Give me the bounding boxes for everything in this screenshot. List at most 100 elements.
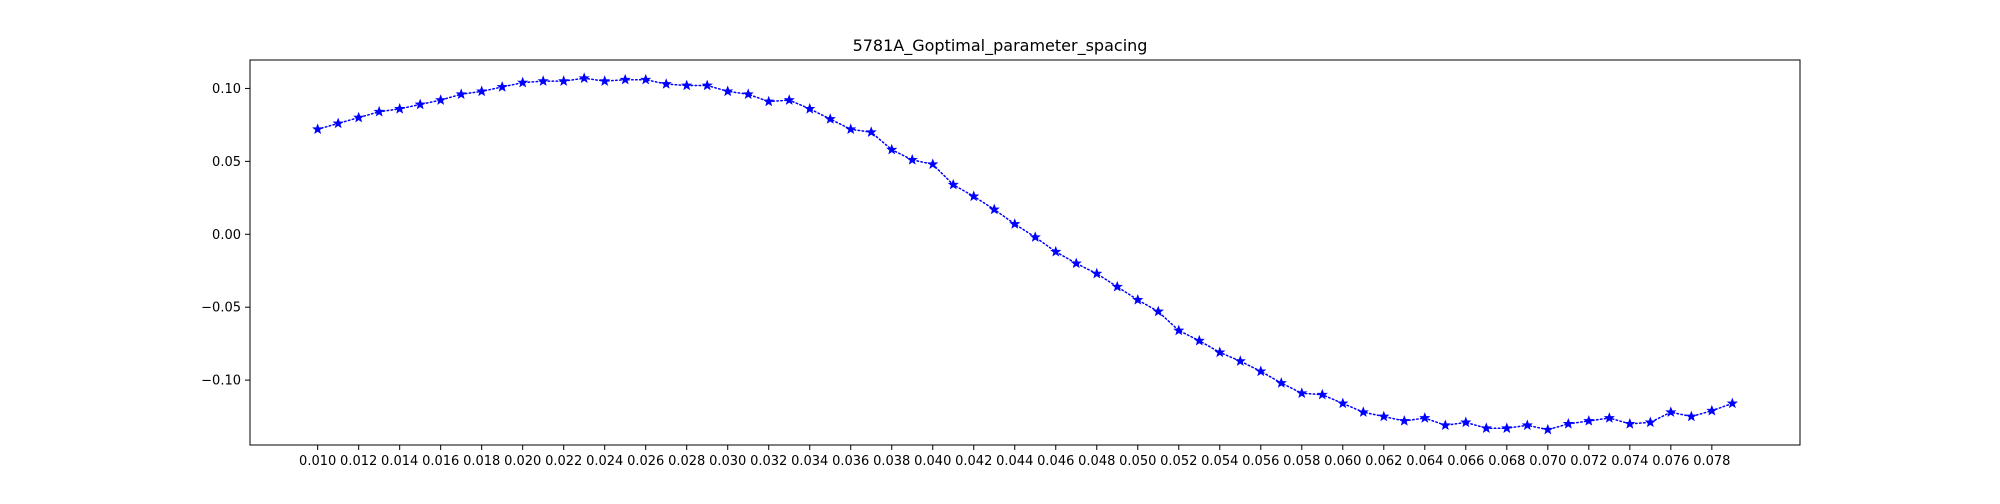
data-point (1644, 416, 1656, 428)
data-point (1521, 419, 1533, 431)
x-tick-label: 0.074 (1611, 454, 1648, 469)
data-point (1337, 397, 1349, 409)
data-point (435, 94, 447, 105)
data-point (1091, 267, 1103, 279)
x-tick-label: 0.026 (627, 454, 664, 469)
data-point (1419, 412, 1431, 423)
x-tick-label: 0.018 (463, 454, 500, 469)
y-tick-label: 0.05 (212, 155, 241, 170)
x-tick-label: 0.072 (1570, 454, 1607, 469)
data-point (824, 113, 836, 124)
data-point (763, 95, 775, 107)
x-tick-label: 0.068 (1488, 454, 1525, 469)
x-tick-label: 0.058 (1283, 454, 1320, 469)
y-tick-label: 0.10 (212, 82, 241, 97)
data-point (1275, 377, 1287, 388)
x-tick-label: 0.048 (1078, 454, 1115, 469)
data-point (1234, 355, 1246, 366)
y-tick-label: −0.05 (201, 301, 241, 316)
data-point (537, 75, 549, 86)
x-tick-label: 0.034 (791, 454, 828, 469)
x-tick-label: 0.076 (1652, 454, 1689, 469)
data-point (1316, 388, 1328, 400)
data-point (1214, 346, 1226, 358)
data-point (517, 76, 529, 88)
data-point (886, 143, 898, 155)
data-point (1624, 417, 1636, 429)
data-point (640, 73, 652, 85)
y-tick-label: −0.10 (201, 374, 241, 389)
data-point (1480, 422, 1492, 433)
data-point (496, 81, 508, 92)
x-tick-label: 0.022 (545, 454, 582, 469)
data-point (476, 85, 488, 97)
data-point (865, 126, 877, 137)
data-point (1439, 419, 1451, 431)
plot-area (312, 72, 1738, 435)
x-tick-label: 0.024 (586, 454, 623, 469)
data-point (1562, 417, 1574, 429)
data-point (619, 73, 631, 85)
chart-title: 5781A_Goptimal_parameter_spacing (853, 36, 1148, 56)
data-point (1152, 305, 1164, 317)
data-point (906, 154, 918, 165)
data-point (1460, 416, 1472, 428)
x-tick-label: 0.040 (914, 454, 951, 469)
data-point (927, 158, 939, 170)
data-point (332, 117, 344, 129)
data-point (455, 88, 467, 100)
data-point (1685, 410, 1697, 422)
data-point (1029, 231, 1041, 242)
data-point (1542, 423, 1554, 435)
x-tick-label: 0.020 (504, 454, 541, 469)
data-point (1357, 406, 1369, 417)
data-point (1501, 422, 1513, 433)
data-point (1726, 397, 1738, 409)
x-tick-label: 0.064 (1406, 454, 1443, 469)
x-tick-label: 0.010 (299, 454, 336, 469)
data-point (1296, 387, 1308, 398)
x-tick-label: 0.056 (1242, 454, 1279, 469)
data-point (599, 75, 611, 86)
data-point (845, 123, 857, 135)
data-point (1132, 294, 1144, 305)
data-point (1111, 280, 1123, 292)
data-point (1398, 415, 1410, 426)
x-tick-label: 0.050 (1119, 454, 1156, 469)
x-tick-label: 0.036 (832, 454, 869, 469)
data-point (722, 85, 734, 97)
x-tick-label: 0.060 (1324, 454, 1361, 469)
series-line (316, 77, 1734, 431)
x-tick-label: 0.014 (381, 454, 418, 469)
x-tick-label: 0.030 (709, 454, 746, 469)
x-tick-label: 0.070 (1529, 454, 1566, 469)
data-point (988, 203, 1000, 215)
x-tick-label: 0.032 (750, 454, 787, 469)
x-tick-label: 0.038 (873, 454, 910, 469)
data-point (394, 102, 406, 114)
data-point (1378, 410, 1390, 422)
data-point (783, 94, 795, 105)
x-tick-label: 0.042 (955, 454, 992, 469)
data-point (947, 178, 959, 190)
x-tick-label: 0.016 (422, 454, 459, 469)
x-tick-label: 0.012 (340, 454, 377, 469)
x-tick-label: 0.028 (668, 454, 705, 469)
data-point (742, 88, 754, 100)
x-tick-label: 0.066 (1447, 454, 1484, 469)
data-point (1009, 218, 1021, 229)
data-point (1583, 415, 1595, 426)
data-point (681, 79, 693, 91)
y-axis: 0.10 0.05 0.00 −0.05 −0.10 (201, 82, 250, 389)
data-point (373, 105, 385, 117)
data-point (1070, 257, 1082, 269)
x-tick-label: 0.046 (1037, 454, 1074, 469)
data-point (414, 98, 426, 110)
data-point (578, 72, 590, 83)
data-point (968, 190, 980, 202)
data-point (558, 75, 570, 86)
data-point (1603, 412, 1615, 423)
data-point (353, 111, 365, 123)
data-point (701, 79, 713, 91)
